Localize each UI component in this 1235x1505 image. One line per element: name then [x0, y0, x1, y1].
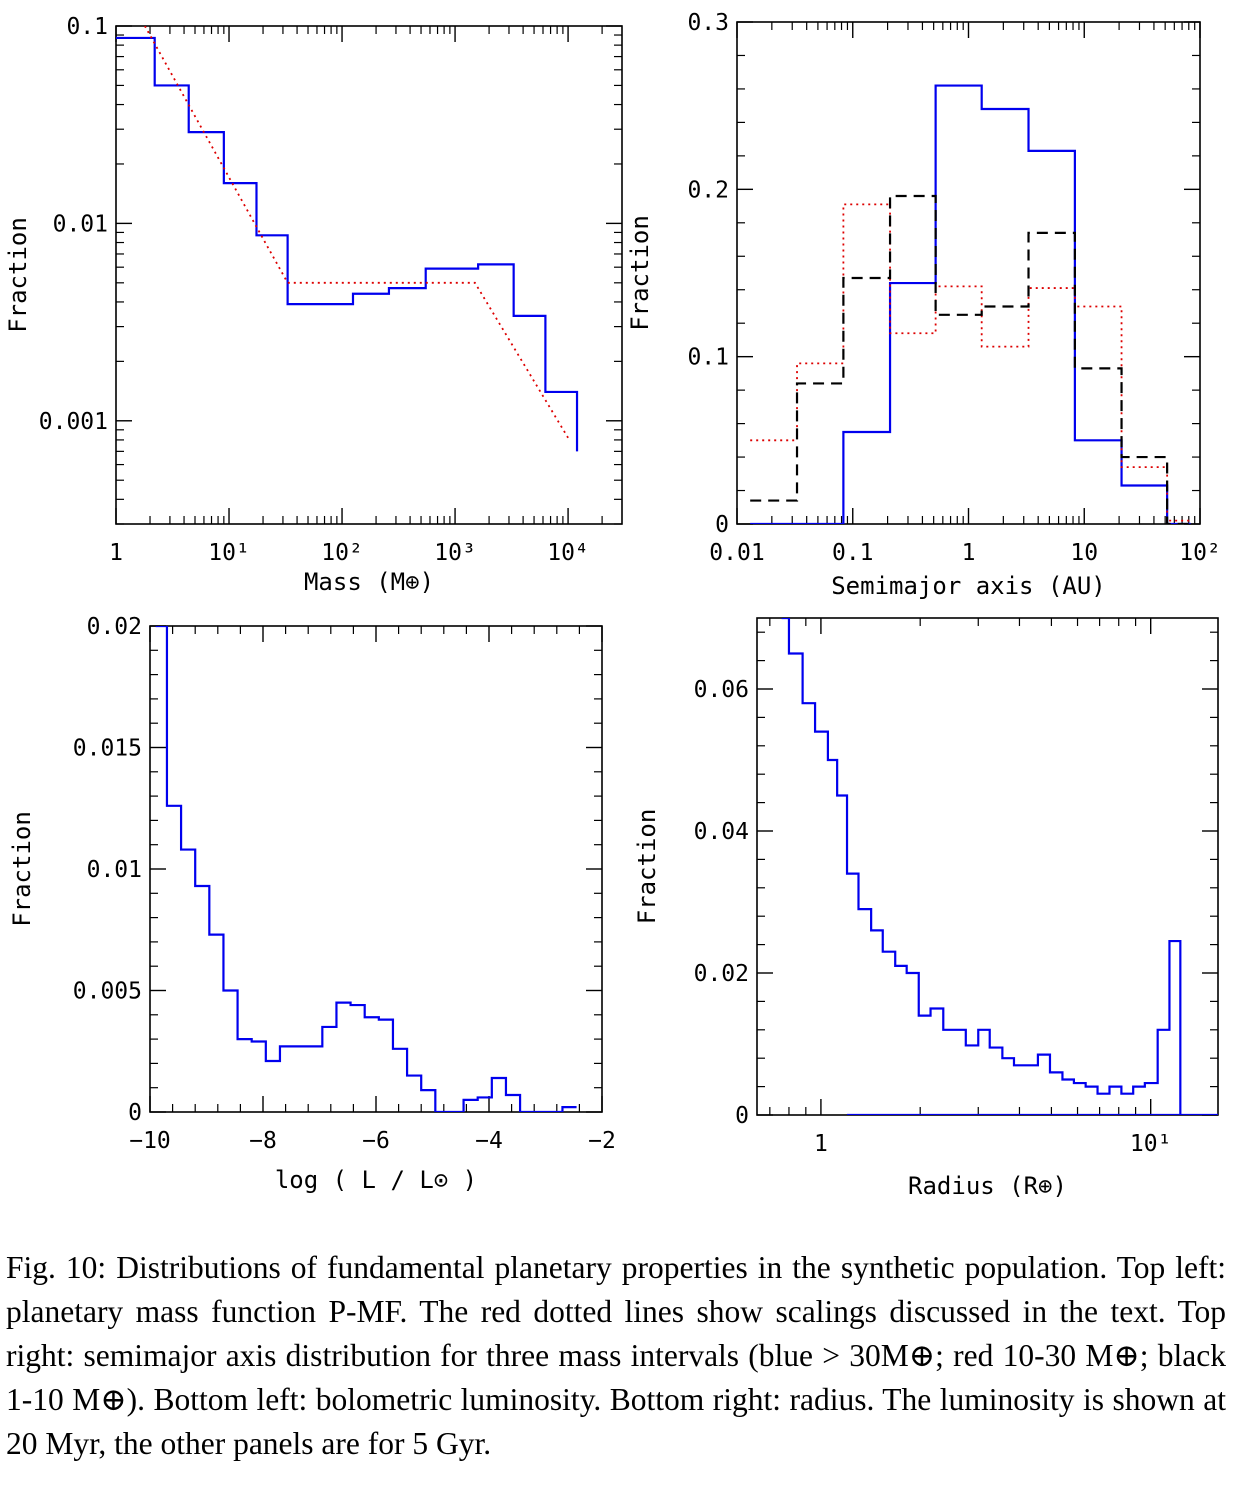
y-axis-label: Fraction: [633, 809, 661, 925]
x-axis-label: Radius (R⊕): [908, 1172, 1067, 1200]
x-tick-label: 10⁴: [547, 540, 589, 566]
series-blue-solid: [155, 626, 577, 1112]
x-tick-label: −10: [129, 1128, 171, 1154]
y-tick-label: 0.04: [694, 819, 749, 845]
x-axis-label: Mass (M⊕): [304, 568, 434, 596]
y-tick-label: 0.3: [687, 10, 729, 36]
y-tick-label: 0.1: [66, 14, 108, 40]
series-red-dotted: [750, 203, 1191, 522]
y-tick-label: 0.01: [53, 211, 108, 237]
x-tick-label: −6: [362, 1128, 390, 1154]
y-axis-label: Fraction: [626, 215, 654, 331]
x-tick-label: 0.01: [709, 540, 764, 566]
figure-caption: Fig. 10: Distributions of fundamental pl…: [6, 1246, 1226, 1466]
y-tick-label: 0.005: [73, 979, 142, 1005]
x-tick-label: 10¹: [208, 540, 250, 566]
y-tick-label: 0.015: [73, 736, 142, 762]
semimajor-axis-panel: 0.01 0.1 1 10 10² 0 0.1 0.2 0.3 Semimajor axis (A…: [626, 10, 1221, 600]
plot-frame: [756, 617, 1219, 1116]
radius-panel: 1 10¹ 0 0.02 0.04 0.06 Radius (R⊕) Fraction: [633, 617, 1219, 1200]
y-tick-label: 0.1: [687, 345, 729, 371]
x-tick-label: 1: [109, 540, 123, 566]
y-tick-label: 0: [715, 512, 729, 538]
x-tick-label: −2: [588, 1128, 616, 1154]
series-blue-solid: [781, 618, 1182, 1115]
y-tick-label: 0.2: [687, 177, 729, 203]
series-blue-solid: [116, 36, 579, 452]
y-tick-label: 0.001: [39, 409, 108, 435]
y-tick-label: 0: [735, 1103, 749, 1129]
x-tick-label: 10: [1070, 540, 1098, 566]
x-tick-label: 10²: [321, 540, 363, 566]
x-tick-label: −4: [475, 1128, 503, 1154]
mass-function-panel: 1 10¹ 10² 10³ 10⁴ 0.1 0.01 0.001 Mass (M⊕) Fracti…: [4, 14, 623, 596]
x-tick-label: 1: [962, 540, 976, 566]
x-axis-label: log ( L / L⊙ ): [275, 1166, 477, 1194]
plot-frame: [149, 625, 603, 1113]
y-tick-label: 0.02: [87, 614, 142, 640]
figure: 1 10¹ 10² 10³ 10⁴ 0.1 0.01 0.001 Mass (M⊕) Fracti…: [4, 10, 1221, 1200]
plot-frame: [736, 21, 1201, 525]
x-tick-label: 10²: [1179, 540, 1221, 566]
x-tick-label: 0.1: [832, 540, 874, 566]
y-tick-label: 0.02: [694, 961, 749, 987]
y-axis-label: Fraction: [4, 217, 32, 333]
x-tick-label: 10³: [434, 540, 476, 566]
x-tick-label: 10¹: [1130, 1131, 1172, 1157]
x-tick-label: −8: [249, 1128, 277, 1154]
series-red-dotted: [144, 26, 569, 439]
x-axis-label: Semimajor axis (AU): [831, 572, 1106, 600]
y-tick-label: 0.01: [87, 857, 142, 883]
luminosity-panel: −10 −8 −6 −4 −2 0 0.005 0.01 0.015 0.02 log ( L / …: [8, 614, 616, 1194]
y-tick-label: 0.06: [694, 677, 749, 703]
y-tick-label: 0: [128, 1100, 142, 1126]
x-tick-label: 1: [814, 1131, 828, 1157]
series-black-dashed: [750, 194, 1191, 524]
y-axis-label: Fraction: [8, 811, 36, 927]
series-blue-solid: [750, 84, 1191, 524]
caption-text: Fig. 10: Distributions of fundamental pl…: [6, 1250, 1226, 1461]
plot-frame: [115, 25, 623, 525]
